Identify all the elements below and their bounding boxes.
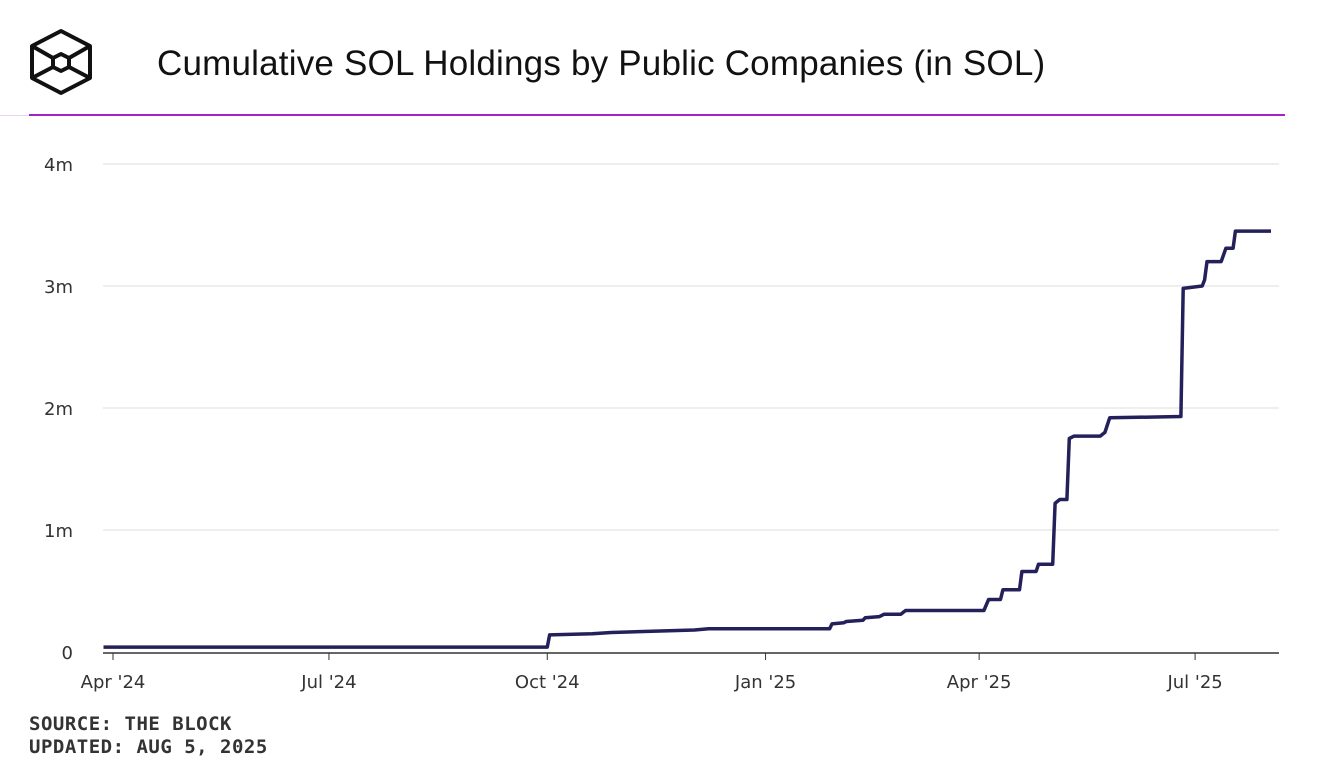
x-tick-label: Oct '24	[515, 672, 580, 693]
series-line	[103, 229, 1271, 649]
y-tick-label: 1m	[44, 521, 73, 542]
y-tick-label: 3m	[44, 277, 73, 298]
header-divider-faint	[0, 115, 30, 116]
y-tick-label: 2m	[44, 399, 73, 420]
x-tick-label: Apr '24	[81, 672, 146, 693]
header-divider	[29, 114, 1285, 116]
the-block-logo	[30, 29, 92, 95]
x-tick-label: Jul '24	[300, 672, 356, 693]
y-tick-label: 0	[62, 643, 73, 664]
series	[103, 229, 1271, 649]
chart-title: Cumulative SOL Holdings by Public Compan…	[157, 44, 1046, 83]
y-axis-ticks: 0 1m 2m 3m 4m	[44, 155, 73, 664]
gridlines	[103, 163, 1279, 531]
x-tick-label: Apr '25	[947, 672, 1012, 693]
updated-label: UPDATED: AUG 5, 2025	[29, 736, 268, 758]
source-note: SOURCE: THE BLOCK UPDATED: AUG 5, 2025	[29, 713, 268, 759]
source-label: SOURCE: THE BLOCK	[29, 713, 232, 735]
x-axis-ticks: Apr '24 Jul '24 Oct '24 Jan '25 Apr '25 Jul '…	[81, 653, 1223, 693]
x-tick-label: Jan '25	[734, 672, 796, 693]
y-tick-label: 4m	[44, 155, 73, 176]
x-tick-label: Jul '25	[1166, 672, 1222, 693]
